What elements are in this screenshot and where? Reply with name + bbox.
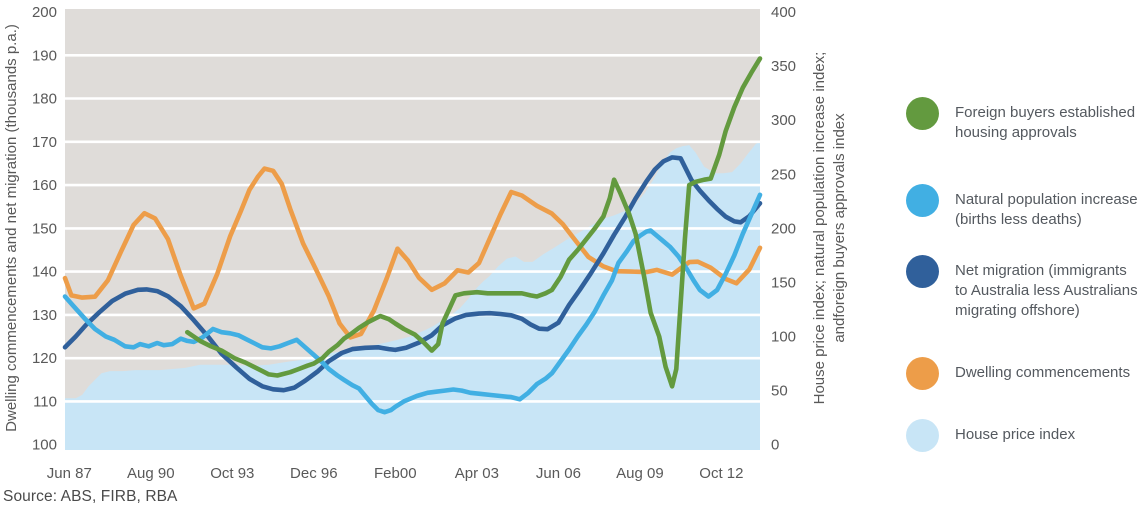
left-axis-tick-label: 160 (32, 177, 57, 194)
left-axis-tick-label: 190 (32, 47, 57, 64)
left-axis-tick-label: 200 (32, 4, 57, 21)
legend-swatch-foreign-buyers (906, 96, 939, 130)
left-axis-tick-label: 100 (32, 437, 57, 454)
legend-swatch-dwelling-commencements (906, 356, 939, 390)
right-axis-tick-label: 50 (771, 383, 788, 400)
right-axis-tick-label: 350 (771, 58, 796, 75)
x-axis-tick-label: Dec 96 (290, 465, 338, 482)
right-axis-title-line1: House price index; natural population in… (811, 52, 828, 405)
x-axis-tick-label: Oct 93 (210, 465, 254, 482)
legend-swatch-house-price-index (906, 418, 939, 452)
left-axis-tick-label: 140 (32, 264, 57, 281)
legend-label: Net migration (immigrants to Australia l… (955, 261, 1138, 319)
right-axis-tick-label: 0 (771, 437, 779, 454)
left-axis-tick-label: 170 (32, 134, 57, 151)
left-axis-tick-label: 150 (32, 220, 57, 237)
x-axis-tick-label: Oct 12 (699, 465, 743, 482)
source-note: Source: ABS, FIRB, RBA (3, 488, 178, 505)
legend-label: Foreign buyers established housing appro… (955, 103, 1136, 141)
area-house-price-index (65, 141, 760, 451)
left-axis-title: Dwelling commencements and net migration… (3, 24, 20, 432)
legend-item-net-migration: Net migration (immigrants to Australia l… (906, 254, 1139, 321)
x-axis-tick-label: Jun 87 (47, 465, 92, 482)
legend-item-house-price-index: House price index (906, 418, 1139, 452)
right-axis-tick-label: 250 (771, 166, 796, 183)
x-axis-tick-label: Aug 09 (616, 465, 664, 482)
chart-legend: Foreign buyers established housing appro… (906, 0, 1139, 509)
legend-swatch-natural-population (906, 183, 939, 217)
line-dwelling-commencements (62, 166, 763, 340)
right-axis-tick-label: 400 (771, 4, 796, 21)
legend-item-dwelling-commencements: Dwelling commencements (906, 356, 1139, 390)
legend-item-natural-population: Natural population increase (births less… (906, 183, 1139, 230)
legend-label: House price index (955, 425, 1076, 443)
left-axis-tick-label: 110 (33, 393, 57, 410)
line-foreign-buyers (185, 56, 763, 389)
right-axis-tick-label: 100 (771, 329, 796, 346)
x-axis-tick-label: Feb00 (374, 465, 417, 482)
x-axis-tick-label: Apr 03 (455, 465, 499, 482)
x-axis-tick-label: Jun 06 (536, 465, 581, 482)
right-axis-tick-label: 200 (771, 220, 796, 237)
left-axis-tick-label: 180 (32, 91, 57, 108)
left-axis-tick-label: 120 (32, 350, 57, 367)
right-axis-tick-label: 150 (771, 274, 796, 291)
x-axis-tick-label: Aug 90 (127, 465, 175, 482)
legend-label: Natural population increase (births less… (955, 190, 1138, 228)
line-natural-population (62, 192, 763, 415)
right-axis-title-line2: andforeign buyers approvals index (831, 113, 848, 343)
right-axis-tick-label: 300 (771, 112, 796, 129)
legend-item-foreign-buyers: Foreign buyers established housing appro… (906, 96, 1139, 143)
legend-swatch-net-migration (906, 254, 939, 288)
left-axis-tick-label: 130 (32, 307, 57, 324)
legend-label: Dwelling commencements (955, 363, 1131, 381)
